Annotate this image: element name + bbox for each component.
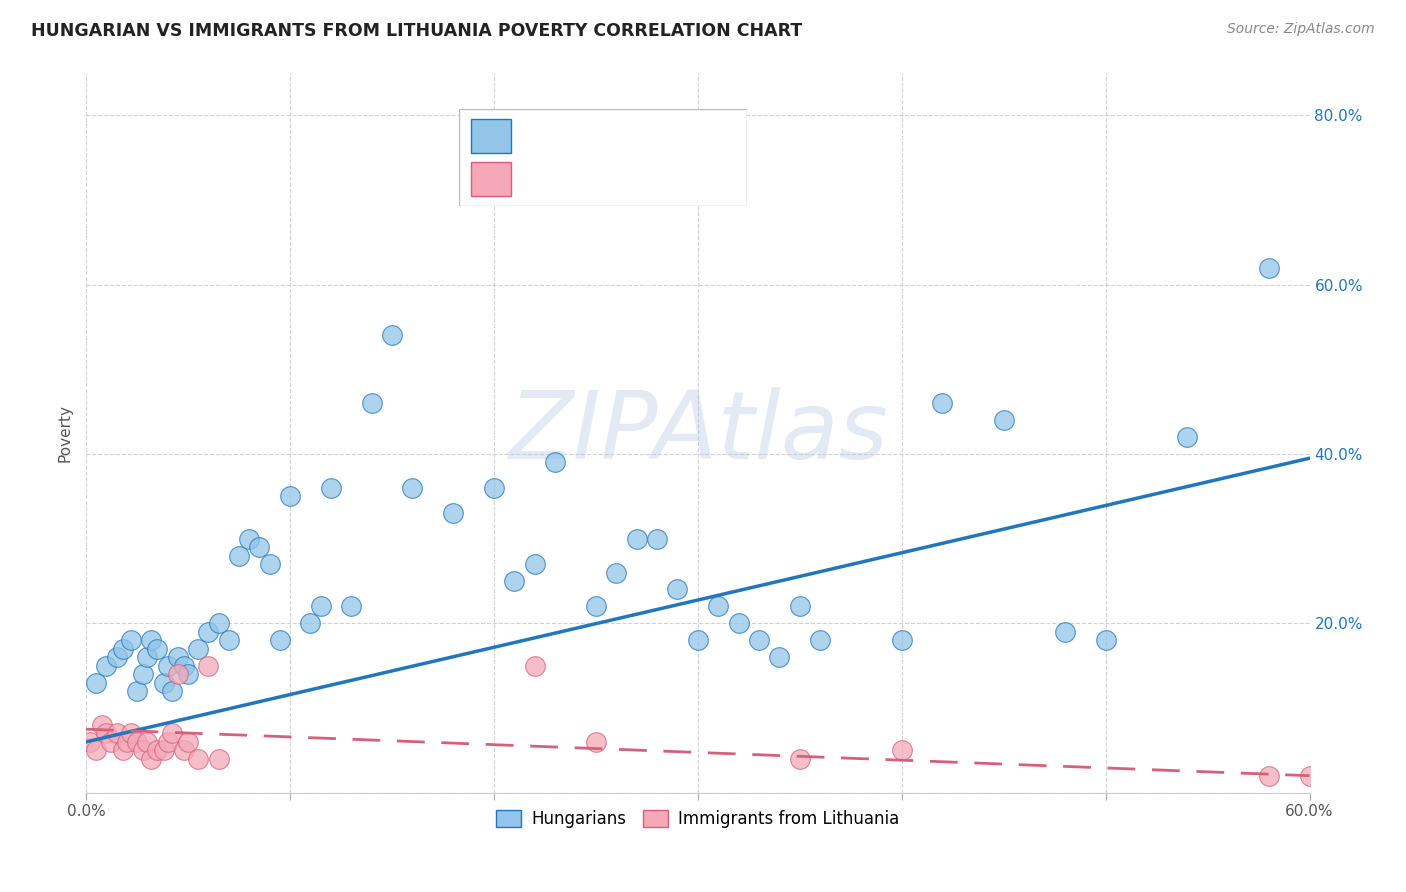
Text: ZIPAtlas: ZIPAtlas: [508, 387, 887, 478]
Point: [768, 650, 790, 665]
Point: [1053, 624, 1076, 639]
Point: [197, 658, 219, 673]
Point: [482, 481, 505, 495]
Point: [187, 641, 209, 656]
Point: [207, 752, 229, 766]
Point: [177, 667, 200, 681]
Point: [309, 599, 332, 614]
Point: [79, 735, 101, 749]
Point: [218, 633, 240, 648]
Point: [84, 743, 107, 757]
Point: [585, 735, 607, 749]
Point: [115, 735, 138, 749]
Point: [228, 549, 250, 563]
Point: [890, 633, 912, 648]
Point: [401, 481, 423, 495]
Point: [141, 633, 163, 648]
Point: [125, 735, 148, 749]
Point: [132, 743, 155, 757]
Point: [1175, 430, 1198, 444]
Point: [1257, 260, 1279, 275]
Point: [686, 633, 709, 648]
Point: [84, 675, 107, 690]
Point: [789, 599, 811, 614]
Point: [585, 599, 607, 614]
Point: [605, 566, 627, 580]
Point: [96, 658, 118, 673]
Point: [146, 743, 169, 757]
Point: [278, 489, 301, 503]
Point: [247, 540, 270, 554]
Point: [177, 735, 200, 749]
Point: [160, 726, 183, 740]
Point: [160, 684, 183, 698]
Point: [299, 616, 322, 631]
Point: [993, 413, 1015, 427]
Point: [269, 633, 291, 648]
Point: [96, 726, 118, 740]
Point: [132, 667, 155, 681]
Point: [626, 532, 648, 546]
Point: [1257, 769, 1279, 783]
Point: [523, 557, 546, 571]
Point: [1298, 769, 1320, 783]
Point: [645, 532, 668, 546]
Point: [156, 658, 179, 673]
Point: [360, 396, 382, 410]
Point: [441, 506, 464, 520]
Point: [340, 599, 363, 614]
Point: [381, 328, 404, 343]
Y-axis label: Poverty: Poverty: [58, 404, 72, 462]
Point: [120, 633, 142, 648]
Point: [197, 624, 219, 639]
Point: [748, 633, 770, 648]
Point: [152, 675, 174, 690]
Point: [238, 532, 260, 546]
Point: [125, 684, 148, 698]
Point: [666, 582, 689, 597]
Point: [207, 616, 229, 631]
Point: [808, 633, 831, 648]
Point: [105, 650, 128, 665]
Point: [173, 743, 195, 757]
Point: [111, 641, 134, 656]
Point: [166, 650, 188, 665]
Point: [152, 743, 174, 757]
Point: [100, 735, 122, 749]
Point: [173, 658, 195, 673]
Point: [105, 726, 128, 740]
Point: [120, 726, 142, 740]
Point: [111, 743, 134, 757]
Point: [146, 641, 169, 656]
Point: [166, 667, 188, 681]
Point: [319, 481, 342, 495]
Point: [187, 752, 209, 766]
Point: [544, 455, 567, 469]
Text: Source: ZipAtlas.com: Source: ZipAtlas.com: [1227, 22, 1375, 37]
Point: [1094, 633, 1116, 648]
Point: [890, 743, 912, 757]
Point: [141, 752, 163, 766]
Legend: Hungarians, Immigrants from Lithuania: Hungarians, Immigrants from Lithuania: [489, 803, 905, 835]
Point: [259, 557, 281, 571]
Point: [156, 735, 179, 749]
Point: [727, 616, 749, 631]
Point: [136, 650, 159, 665]
Point: [91, 718, 114, 732]
Text: HUNGARIAN VS IMMIGRANTS FROM LITHUANIA POVERTY CORRELATION CHART: HUNGARIAN VS IMMIGRANTS FROM LITHUANIA P…: [31, 22, 803, 40]
Point: [931, 396, 953, 410]
Point: [503, 574, 526, 588]
Point: [707, 599, 730, 614]
Point: [523, 658, 546, 673]
Point: [789, 752, 811, 766]
Point: [136, 735, 159, 749]
